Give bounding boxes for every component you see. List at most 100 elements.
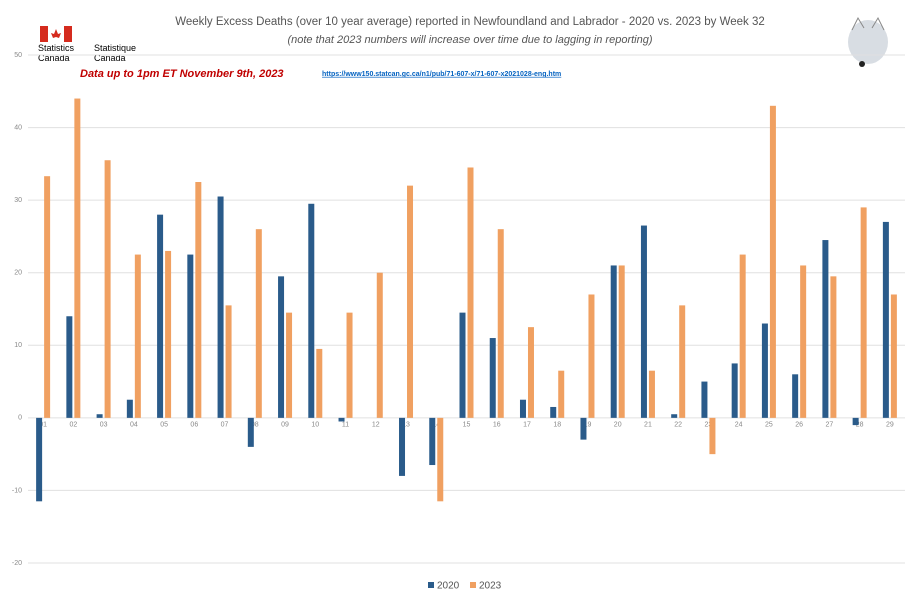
bar [739,254,746,418]
x-tick-label: 27 [825,422,833,429]
y-tick-label: -20 [12,560,22,567]
y-tick-label: 20 [14,270,22,277]
bar [459,312,466,418]
bar [890,294,897,418]
bar [558,370,565,418]
agency-fr: Statistique Canada [94,43,137,63]
bar [822,240,829,418]
x-tick-label: 09 [281,422,289,429]
x-tick-label: 21 [644,422,652,429]
bar [618,265,625,418]
x-tick-label: 07 [221,422,229,429]
x-tick-label: 04 [130,422,138,429]
bar [407,185,414,418]
x-tick-label: 29 [886,422,894,429]
legend-swatch [428,582,434,588]
bar [134,254,141,418]
y-tick-label: 0 [18,415,22,422]
x-tick-label: 05 [160,422,168,429]
legend-label: 2020 [437,581,460,591]
bar [701,381,708,418]
x-tick-label: 13 [402,422,410,429]
bar [882,221,889,418]
x-tick-label: 25 [765,422,773,429]
bar [126,399,133,418]
bar [247,417,254,447]
bar [308,203,315,418]
agency-en-box: Statistics Canada [38,43,75,63]
bar [671,414,678,418]
bar [104,160,111,418]
source-url[interactable]: https://www150.statcan.gc.ca/n1/pub/71-6… [322,71,561,78]
y-tick-label: 10 [14,342,22,349]
bar [519,399,526,418]
bar [225,305,232,418]
x-tick-label: 20 [614,422,622,429]
chart-title: Weekly Excess Deaths (over 10 year avera… [175,16,765,28]
bar [800,265,807,418]
bar [44,176,51,418]
bar [255,229,262,418]
x-tick-label: 26 [795,422,803,429]
x-tick-label: 10 [311,422,319,429]
x-tick-label: 11 [342,422,349,429]
y-tick-label: 50 [14,52,22,59]
bar [709,417,716,455]
x-tick-label: 15 [463,422,471,429]
bar [165,250,172,418]
x-tick-label: 06 [190,422,198,429]
x-tick-label: 28 [856,422,864,429]
bar [731,363,738,418]
agency-fr-box: Statistique Canada [94,43,137,63]
y-tick-label: 40 [14,124,22,131]
bar [217,196,224,418]
bar [437,417,444,502]
bar [679,305,686,418]
bar [769,105,776,418]
bar [580,417,587,440]
x-tick-label: 18 [553,422,561,429]
bar [399,417,406,476]
legend-swatch [470,582,476,588]
bar [429,417,436,466]
chart-subtitle: (note that 2023 numbers will increase ov… [287,34,652,46]
bar [278,276,285,418]
bar [648,370,655,418]
bar [316,348,323,418]
bar [74,98,81,418]
bar [527,327,534,418]
x-tick-label: 03 [100,422,108,429]
bar [860,207,867,418]
bar [286,312,293,418]
x-tick-label: 17 [523,422,531,429]
bar [346,312,353,418]
bar [610,265,617,418]
annotation: Data up to 1pm ET November 9th, 2023 [80,68,284,80]
legend-label: 2023 [479,581,502,591]
x-tick-label: 23 [705,422,713,429]
x-tick-label: 19 [584,422,592,429]
wolf-logo [848,16,888,67]
y-tick-label: -10 [12,487,22,494]
bar [550,406,557,418]
x-tick-label: 08 [251,422,259,429]
bar [792,374,799,418]
bar [187,254,194,418]
bar [195,182,202,418]
y-tick-label: 30 [14,197,22,204]
bar [36,417,43,502]
bar [489,338,496,418]
bar [96,414,103,418]
bar [852,417,859,426]
x-tick-label: 02 [69,422,77,429]
bar [467,167,474,418]
bar [376,272,383,418]
x-tick-label: 12 [372,422,380,429]
bar [338,417,345,422]
bar [66,316,73,418]
agency-en: Statistics Canada [38,43,75,63]
bar [761,323,768,418]
x-tick-label: 14 [432,422,440,429]
